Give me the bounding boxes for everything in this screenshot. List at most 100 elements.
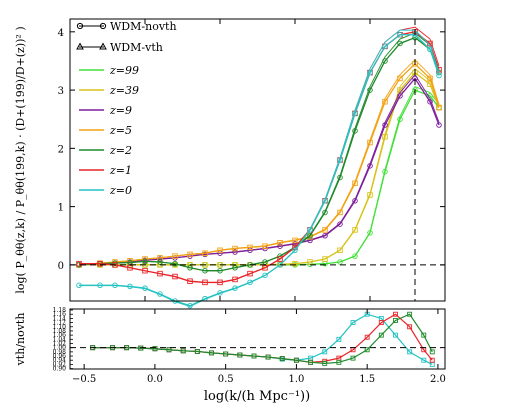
data-point <box>436 104 442 111</box>
series-line <box>79 89 440 266</box>
data-point <box>262 265 268 271</box>
y-tick-label: 0 <box>58 261 64 272</box>
legend-entry-z-39: z=39 <box>79 84 139 97</box>
data-point <box>187 302 193 309</box>
main-plot-series-layer <box>76 26 442 309</box>
data-point <box>382 168 388 175</box>
data-point <box>352 110 358 117</box>
data-point <box>322 227 328 233</box>
legend-entry-z-2: z=2 <box>79 144 132 157</box>
data-point <box>397 40 403 47</box>
legend-label: z=9 <box>109 104 132 117</box>
ratio-point <box>336 359 342 365</box>
data-point <box>292 247 298 254</box>
data-point <box>322 198 328 204</box>
ratio-point <box>407 324 413 330</box>
legend-entry-z-99: z=99 <box>79 64 139 77</box>
data-point <box>307 227 313 233</box>
data-point <box>382 133 388 140</box>
y-tick-label: 0.92 <box>53 361 67 368</box>
data-point <box>232 245 238 252</box>
data-point <box>127 283 133 290</box>
data-point <box>292 260 298 267</box>
ratio-point <box>378 332 384 338</box>
data-point <box>247 244 253 251</box>
data-point <box>157 291 163 297</box>
data-point <box>76 260 82 267</box>
ratio-point <box>421 332 427 338</box>
ratio-point <box>265 354 271 360</box>
series-z-0 <box>76 29 442 309</box>
data-point <box>142 258 148 265</box>
main-plot-y-axis-label: log( P_θθ(z,k) / P_θθ(199,k) · (D+(199)/… <box>14 26 27 293</box>
y-tick-label: 4 <box>58 28 64 39</box>
ratio-point <box>407 311 413 317</box>
ratio-point <box>350 355 356 361</box>
ratio-point <box>393 332 398 338</box>
data-point <box>337 221 343 227</box>
data-point <box>382 43 388 50</box>
data-point <box>352 128 358 134</box>
data-point <box>157 270 163 277</box>
legend-label: z=1 <box>109 164 132 177</box>
data-point <box>427 75 433 82</box>
data-point <box>97 260 103 267</box>
data-point <box>292 237 298 244</box>
legend-entry-z-5: z=5 <box>79 124 132 137</box>
ratio-point <box>393 311 398 317</box>
legend-label: z=0 <box>109 184 132 197</box>
data-point <box>352 227 358 233</box>
data-point <box>217 247 223 254</box>
x-tick-label: 1.5 <box>359 374 375 385</box>
data-point <box>397 31 403 38</box>
data-point <box>277 256 283 262</box>
ratio-line <box>92 313 433 363</box>
data-point <box>337 157 343 163</box>
data-point <box>337 174 343 181</box>
y-tick-label: 1.12 <box>53 320 67 327</box>
data-point <box>202 250 208 256</box>
data-point <box>367 192 373 198</box>
legend-label-wdm-novth: WDM-novth <box>110 20 177 33</box>
data-point <box>337 259 343 265</box>
y-tick-label: 2 <box>58 144 64 155</box>
ratio-series-z-2 <box>90 311 435 366</box>
y-tick-label: 0.94 <box>53 357 67 364</box>
y-tick-label: 0.98 <box>53 349 67 356</box>
y-tick-label: 1.16 <box>53 311 67 318</box>
data-point <box>97 282 103 289</box>
data-point <box>436 72 442 79</box>
data-point <box>427 98 433 105</box>
ratio-point <box>336 336 342 342</box>
ratio-point <box>378 320 384 326</box>
data-point <box>382 58 388 64</box>
series-line-vth <box>78 32 440 272</box>
legend-entry-z-1: z=1 <box>79 164 132 177</box>
data-point <box>397 93 403 99</box>
ratio-point <box>251 353 257 359</box>
data-point <box>187 265 193 271</box>
ratio-point <box>322 349 328 355</box>
data-point <box>232 249 238 255</box>
ratio-plot-y-axis-label: vth/novth <box>14 313 27 367</box>
ratio-point <box>293 357 299 363</box>
ratio-plot-x-ticks: −0.5 0.0 0.5 1.0 1.5 2.0 <box>72 309 446 385</box>
data-point <box>352 180 358 187</box>
data-point <box>172 260 178 267</box>
legend: WDM-novth WDM-vth z=99z=39z=9z=5z=2z=1z=… <box>76 20 177 197</box>
data-point <box>337 209 343 216</box>
y-tick-label: 0.90 <box>53 366 67 373</box>
data-point <box>157 259 163 265</box>
ratio-line <box>92 313 433 364</box>
data-point <box>352 253 358 259</box>
data-point <box>262 259 268 265</box>
y-tick-label: 1.10 <box>53 324 67 331</box>
ratio-point <box>429 349 435 355</box>
data-point <box>322 256 328 262</box>
ratio-point <box>152 346 158 352</box>
data-point <box>352 198 358 204</box>
ratio-point <box>279 356 285 361</box>
data-point <box>172 253 178 259</box>
data-point <box>232 276 238 283</box>
